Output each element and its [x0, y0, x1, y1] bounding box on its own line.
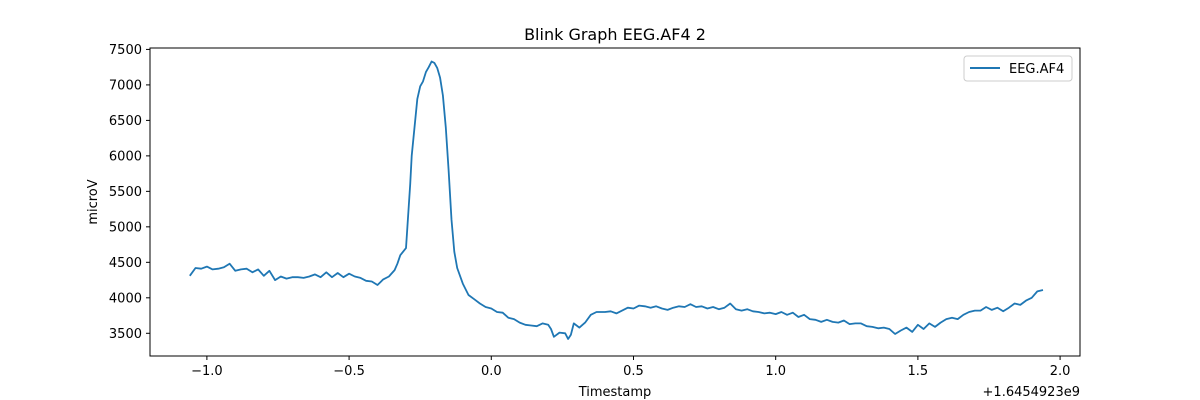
- y-tick-label: 6500: [109, 114, 142, 129]
- x-axis: −1.0 −0.5 0.0 0.5 1.0 1.5 2.0: [191, 356, 1070, 379]
- y-tick-label: 3500: [109, 327, 142, 342]
- x-tick-label: 0.5: [623, 364, 644, 379]
- x-offset-label: +1.6454923e9: [983, 385, 1080, 400]
- y-tick-label: 6000: [109, 149, 142, 164]
- x-axis-label: Timestamp: [578, 385, 652, 400]
- y-tick-label: 4500: [109, 256, 142, 271]
- y-tick-label: 4000: [109, 291, 142, 306]
- series-line-group: [189, 60, 1044, 340]
- y-axis-label: microV: [86, 179, 101, 224]
- y-tick-label: 5000: [109, 220, 142, 235]
- x-tick-label: −0.5: [333, 364, 365, 379]
- y-tick-label: 5500: [109, 185, 142, 200]
- x-tick-label: 1.0: [765, 364, 786, 379]
- x-tick-label: 0.0: [481, 364, 502, 379]
- series-line-eeg-af4: [189, 60, 1044, 340]
- x-tick-label: 1.5: [908, 364, 929, 379]
- legend-box: [963, 55, 1073, 82]
- y-tick-label: 7000: [109, 78, 142, 93]
- y-tick-label: 7500: [109, 43, 142, 58]
- chart-title: Blink Graph EEG.AF4 2: [524, 25, 706, 44]
- plot-frame: [149, 47, 1081, 357]
- legend: EEG.AF4: [963, 55, 1073, 82]
- x-tick-label: 2.0: [1050, 364, 1071, 379]
- y-axis: 3500 4000 4500 5000 5500 6000 6500 7000 7500: [109, 43, 150, 342]
- x-tick-label: −1.0: [191, 364, 223, 379]
- legend-label: EEG.AF4: [1009, 62, 1064, 77]
